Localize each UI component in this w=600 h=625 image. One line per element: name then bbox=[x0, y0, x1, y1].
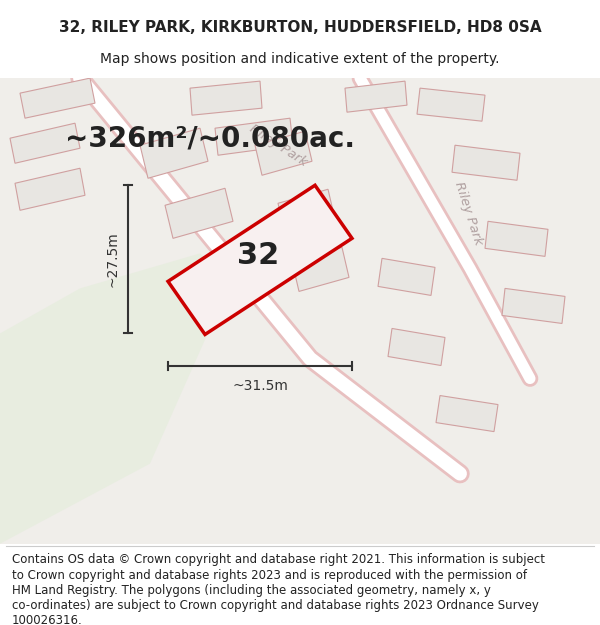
Polygon shape bbox=[345, 81, 407, 112]
Text: ~326m²/~0.080ac.: ~326m²/~0.080ac. bbox=[65, 124, 355, 152]
Text: ~31.5m: ~31.5m bbox=[232, 379, 288, 392]
Polygon shape bbox=[255, 131, 312, 175]
Text: co-ordinates) are subject to Crown copyright and database rights 2023 Ordnance S: co-ordinates) are subject to Crown copyr… bbox=[12, 599, 539, 612]
Polygon shape bbox=[378, 258, 435, 296]
Polygon shape bbox=[502, 288, 565, 324]
Text: HM Land Registry. The polygons (including the associated geometry, namely x, y: HM Land Registry. The polygons (includin… bbox=[12, 584, 491, 596]
Polygon shape bbox=[140, 128, 208, 178]
Polygon shape bbox=[485, 221, 548, 256]
Polygon shape bbox=[417, 88, 485, 121]
Text: ~27.5m: ~27.5m bbox=[105, 231, 119, 288]
Polygon shape bbox=[10, 123, 80, 163]
Polygon shape bbox=[190, 81, 262, 115]
Text: Riley Park: Riley Park bbox=[247, 122, 309, 169]
Polygon shape bbox=[0, 253, 230, 544]
Polygon shape bbox=[168, 185, 352, 334]
Polygon shape bbox=[20, 78, 95, 118]
Polygon shape bbox=[388, 329, 445, 366]
Polygon shape bbox=[436, 396, 498, 432]
Text: to Crown copyright and database rights 2023 and is reproduced with the permissio: to Crown copyright and database rights 2… bbox=[12, 569, 527, 581]
Text: Map shows position and indicative extent of the property.: Map shows position and indicative extent… bbox=[100, 52, 500, 66]
Text: 32, RILEY PARK, KIRKBURTON, HUDDERSFIELD, HD8 0SA: 32, RILEY PARK, KIRKBURTON, HUDDERSFIELD… bbox=[59, 20, 541, 35]
Polygon shape bbox=[292, 248, 349, 291]
Polygon shape bbox=[165, 188, 233, 238]
Text: 32: 32 bbox=[237, 241, 279, 270]
Text: Contains OS data © Crown copyright and database right 2021. This information is : Contains OS data © Crown copyright and d… bbox=[12, 554, 545, 566]
Text: Riley Park: Riley Park bbox=[452, 180, 484, 247]
Polygon shape bbox=[215, 118, 293, 155]
Polygon shape bbox=[278, 189, 335, 233]
Text: 100026316.: 100026316. bbox=[12, 614, 83, 625]
Polygon shape bbox=[15, 168, 85, 210]
Polygon shape bbox=[452, 145, 520, 180]
